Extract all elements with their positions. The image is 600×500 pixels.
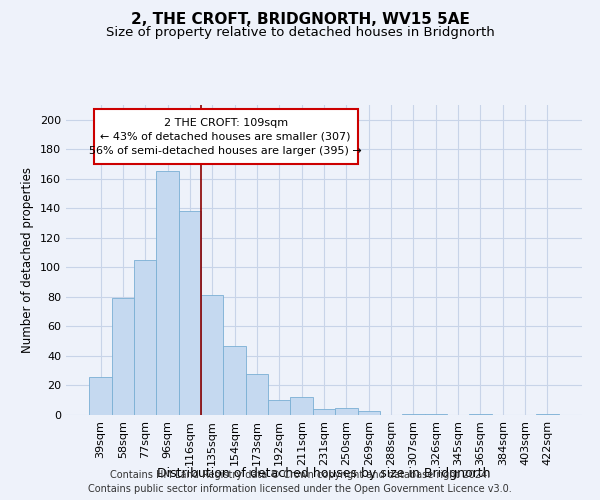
Text: 2 THE CROFT: 109sqm
← 43% of detached houses are smaller (307)
56% of semi-detac: 2 THE CROFT: 109sqm ← 43% of detached ho… xyxy=(89,118,362,156)
Bar xyxy=(290,398,313,415)
Bar xyxy=(402,414,425,415)
Bar xyxy=(313,409,335,415)
FancyBboxPatch shape xyxy=(94,110,358,164)
Bar xyxy=(425,414,447,415)
Bar xyxy=(335,408,358,415)
Bar xyxy=(179,212,201,415)
Bar xyxy=(201,296,223,415)
Bar xyxy=(469,414,491,415)
Bar xyxy=(134,260,157,415)
Bar xyxy=(112,298,134,415)
Y-axis label: Number of detached properties: Number of detached properties xyxy=(22,167,34,353)
Bar xyxy=(358,410,380,415)
Text: Distribution of detached houses by size in Bridgnorth: Distribution of detached houses by size … xyxy=(157,467,491,480)
Bar xyxy=(536,414,559,415)
Bar xyxy=(268,400,290,415)
Bar xyxy=(157,172,179,415)
Bar xyxy=(246,374,268,415)
Bar xyxy=(89,376,112,415)
Text: Size of property relative to detached houses in Bridgnorth: Size of property relative to detached ho… xyxy=(106,26,494,39)
Text: 2, THE CROFT, BRIDGNORTH, WV15 5AE: 2, THE CROFT, BRIDGNORTH, WV15 5AE xyxy=(131,12,469,28)
Bar xyxy=(223,346,246,415)
Text: Contains HM Land Registry data © Crown copyright and database right 2024.
Contai: Contains HM Land Registry data © Crown c… xyxy=(88,470,512,494)
